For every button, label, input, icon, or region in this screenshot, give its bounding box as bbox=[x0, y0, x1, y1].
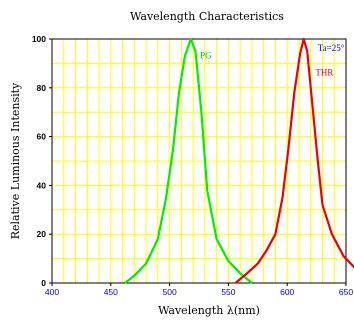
condition-label: Ta=25° bbox=[318, 43, 345, 53]
y-axis-label: Relative Luminous Intensity bbox=[9, 82, 22, 239]
plot-frame bbox=[51, 38, 347, 284]
series-label-pg: PG bbox=[200, 51, 212, 61]
y-tick-label: 40 bbox=[37, 180, 47, 190]
x-tick-label: 500 bbox=[163, 287, 177, 297]
x-axis-label: Wavelength λ(nm) bbox=[158, 304, 260, 317]
chart-title: Wavelength Characteristics bbox=[130, 10, 284, 23]
y-tick-label: 0 bbox=[41, 278, 46, 288]
x-tick-label: 450 bbox=[104, 287, 118, 297]
series-label-thr: THR bbox=[315, 68, 333, 78]
y-tick-label: 100 bbox=[32, 34, 46, 44]
x-tick-label: 550 bbox=[221, 287, 235, 297]
y-tick-label: 20 bbox=[37, 229, 47, 239]
plot-area: 400 450 500 550 600 650 0 20 40 60 80 100 PG THR Ta=25… bbox=[32, 34, 354, 297]
y-tick-label: 60 bbox=[37, 132, 47, 142]
series-line-thr bbox=[234, 37, 354, 284]
x-tick-label: 400 bbox=[45, 287, 59, 297]
series-line-pg bbox=[124, 37, 253, 284]
y-tick-label: 80 bbox=[37, 83, 47, 93]
x-tick-label: 650 bbox=[339, 287, 353, 297]
x-tick-label: 600 bbox=[280, 287, 294, 297]
